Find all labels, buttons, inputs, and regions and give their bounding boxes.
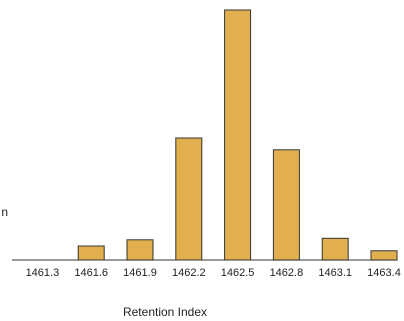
x-tick-label: 1461.6 <box>74 267 108 279</box>
x-axis-title: Retention Index <box>123 305 207 319</box>
bar-1463.1 <box>321 237 349 261</box>
bar-1462.2 <box>175 137 203 261</box>
clipped-axis-label: n <box>1 205 8 219</box>
bar-1461.9 <box>126 239 154 261</box>
x-tick-label: 1463.1 <box>318 267 352 279</box>
bars-group <box>77 9 398 261</box>
x-tick-labels: 1461.3 1461.6 1461.9 1462.2 1462.5 1462.8 1463… <box>26 267 401 279</box>
x-tick-label: 1462.8 <box>270 267 304 279</box>
x-tick-label: 1461.9 <box>123 267 157 279</box>
x-tick-label: 1462.2 <box>172 267 206 279</box>
x-tick-label: 1461.3 <box>26 267 60 279</box>
bar-1462.8 <box>272 149 300 261</box>
bar-1463.4 <box>370 250 398 261</box>
x-tick-label: 1462.5 <box>221 267 255 279</box>
bar-1461.6 <box>77 245 105 261</box>
bar-1462.5 <box>224 9 252 261</box>
x-tick-label: 1463.4 <box>367 267 401 279</box>
